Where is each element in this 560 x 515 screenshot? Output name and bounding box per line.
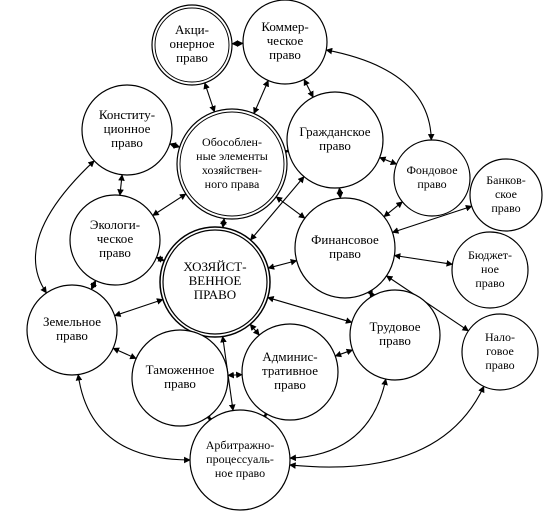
node-label-grazh-line0: Гражданское: [299, 124, 370, 139]
node-label-kommer-line0: Коммер-: [261, 19, 308, 34]
node-label-ekolog-line2: право: [99, 245, 131, 260]
node-label-bank-line0: Банков-: [486, 173, 526, 187]
edge-finans-trud: [370, 291, 373, 296]
node-trud: Трудовоеправо: [350, 290, 440, 380]
edge-econ-elements: [223, 218, 224, 227]
node-konst: Конститу-ционноеправо: [82, 85, 172, 175]
node-label-ekolog-line0: Экологи-: [90, 217, 140, 232]
edge-tamozh-admin: [228, 375, 242, 376]
edge-econ-zemel: [115, 300, 163, 316]
node-label-arbit-line2: ное право: [215, 466, 265, 480]
edge-grazh-fond: [380, 158, 397, 165]
node-label-tamozh-line1: право: [164, 376, 196, 391]
node-label-fond-line1: право: [417, 177, 446, 191]
edge-econ-finans: [268, 261, 296, 268]
node-label-admin-line1: тративное: [262, 363, 318, 378]
node-label-elements-line3: ного права: [205, 177, 260, 191]
edge-elements-finans: [276, 197, 305, 218]
edge-konst-ekolog: [120, 175, 122, 196]
edge-econ-trud: [268, 298, 352, 323]
node-label-trud-line1: право: [379, 333, 411, 348]
node-label-elements-line2: хозяйствен-: [202, 163, 262, 177]
edge-finans-fond: [384, 202, 402, 217]
node-label-nalog-line0: Нало-: [485, 330, 515, 344]
node-nalog: Нало-говоеправо: [462, 314, 538, 390]
node-label-finans-line0: Финансовое: [311, 232, 379, 247]
edge-elements-ekolog: [153, 194, 186, 216]
edge-ekolog-zemel: [91, 281, 95, 290]
node-label-arbit-line0: Арбитражно-: [206, 438, 275, 452]
node-label-kommer-line1: ческое: [267, 33, 304, 48]
node-label-elements-line0: Обособлен-: [202, 135, 262, 149]
edge-elements-aktsion: [205, 83, 215, 112]
node-label-econ-line1: ВЕННОЕ: [189, 273, 242, 288]
node-label-econ-line2: ПРАВО: [194, 287, 236, 302]
node-aktsion: Акци-онерноеправо: [152, 5, 232, 85]
edge-elements-konst: [170, 144, 180, 147]
node-fond: Фондовоеправо: [394, 140, 470, 216]
node-label-nalog-line1: говое: [486, 344, 514, 358]
node-label-konst-line0: Конститу-: [99, 107, 155, 122]
node-ekolog: Экологи-ческоеправо: [70, 195, 160, 285]
edge-grazh-finans: [339, 188, 340, 198]
node-label-budget-line2: право: [475, 276, 504, 290]
node-zemel: Земельноеправо: [27, 285, 117, 375]
node-label-econ-line0: ХОЗЯЙСТ-: [183, 259, 246, 274]
node-label-trud-line0: Трудовое: [369, 319, 420, 334]
node-label-finans-line1: право: [329, 246, 361, 261]
node-label-admin-line2: право: [274, 377, 306, 392]
node-label-konst-line2: право: [111, 135, 143, 150]
node-tamozh: Таможенноеправо: [132, 330, 228, 426]
node-finans: Финансовоеправо: [295, 198, 395, 298]
edge-zemel-tamozh: [113, 348, 136, 358]
node-label-arbit-line1: процессуаль-: [206, 452, 274, 466]
node-label-admin-line0: Админис-: [262, 349, 317, 364]
edge-elements-kommer: [254, 81, 268, 114]
edge-admin-trud: [335, 350, 352, 356]
node-label-ekolog-line1: ческое: [97, 231, 134, 246]
node-label-budget-line0: Бюджет-: [468, 248, 512, 262]
node-label-grazh-line1: право: [319, 138, 351, 153]
node-label-zemel-line1: право: [56, 328, 88, 343]
edge-kommer-grazh: [304, 79, 313, 97]
node-label-nalog-line2: право: [485, 358, 514, 372]
node-label-fond-line0: Фондовое: [406, 163, 457, 177]
node-label-aktsion-line1: онерное: [169, 36, 214, 51]
nodes-group: ХОЗЯЙСТ-ВЕННОЕПРАВООбособлен-ные элемент…: [27, 0, 542, 510]
node-label-zemel-line0: Земельное: [43, 314, 101, 329]
node-label-elements-line1: ные элементы: [196, 149, 268, 163]
node-kommer: Коммер-ческоеправо: [243, 0, 327, 84]
edge-finans-budget: [394, 256, 452, 265]
node-label-budget-line1: ное: [481, 262, 499, 276]
node-label-tamozh-line0: Таможенное: [146, 362, 215, 377]
node-label-aktsion-line0: Акци-: [175, 22, 209, 37]
edge-econ-ekolog: [156, 257, 164, 260]
node-admin: Админис-тративноеправо: [242, 324, 338, 420]
node-elements: Обособлен-ные элементыхозяйствен-ного пр…: [177, 109, 287, 219]
node-label-bank-line2: право: [491, 201, 520, 215]
node-label-aktsion-line2: право: [176, 50, 208, 65]
node-econ: ХОЗЯЙСТ-ВЕННОЕПРАВО: [160, 227, 270, 337]
node-label-kommer-line2: право: [269, 47, 301, 62]
node-budget: Бюджет-ноеправо: [452, 232, 528, 308]
node-bank: Банков-скоеправо: [470, 159, 542, 231]
law-network-diagram: ХОЗЯЙСТ-ВЕННОЕПРАВООбособлен-ные элемент…: [0, 0, 560, 515]
node-label-bank-line1: ское: [495, 187, 517, 201]
edge-econ-admin: [250, 324, 259, 335]
node-arbit: Арбитражно-процессуаль-ное право: [190, 410, 290, 510]
node-grazh: Гражданскоеправо: [287, 92, 383, 188]
node-label-konst-line1: ционное: [104, 121, 151, 136]
